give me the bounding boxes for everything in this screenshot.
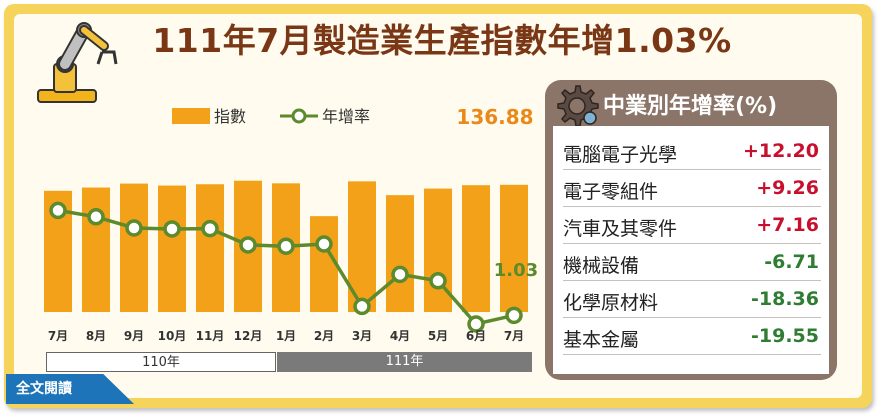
line-point-5 <box>239 236 257 254</box>
bar-2 <box>120 183 148 312</box>
bar-1 <box>82 187 110 312</box>
legend-line-marker <box>291 108 307 124</box>
line-point-2 <box>125 219 143 237</box>
table-row: 汽車及其零件 +7.16 <box>563 208 821 244</box>
x-tick-label: 8月 <box>86 329 106 343</box>
table-row: 基本金屬 -19.55 <box>563 319 821 355</box>
industry-growth-value: +7.16 <box>756 214 819 236</box>
line-point-9 <box>391 265 409 284</box>
industry-growth-value: -18.36 <box>751 288 819 310</box>
industry-table: 電腦電子光學 +12.20 電子零組件 +9.26 汽車及其零件 +7.16 機械設備 -6.… <box>553 126 829 374</box>
industry-name: 電子零組件 <box>563 181 659 203</box>
year-group-111: 111年 <box>277 352 532 372</box>
line-point-10 <box>429 272 447 290</box>
x-tick-label: 11月 <box>196 329 225 343</box>
bar-9 <box>386 195 414 312</box>
line-point-1 <box>87 208 105 226</box>
year-group-110: 110年 <box>46 352 276 372</box>
panel-title: 中業別年增率(%) <box>603 94 778 119</box>
bar-12 <box>500 184 528 312</box>
line-point-4 <box>201 219 219 238</box>
x-tick-label: 2月 <box>314 329 334 343</box>
line-point-11 <box>467 315 485 333</box>
x-tick-label: 1月 <box>276 329 296 343</box>
last-line-label: 1.03 <box>494 260 538 281</box>
industry-name: 機械設備 <box>563 255 640 277</box>
bar-4 <box>196 184 224 312</box>
gear-icon <box>557 85 599 127</box>
x-tick-label: 4月 <box>390 329 410 343</box>
x-tick-label: 6月 <box>466 329 486 343</box>
industry-growth-value: +12.20 <box>742 140 819 162</box>
legend-bar-swatch <box>172 108 210 124</box>
industry-name: 電腦電子光學 <box>563 144 678 166</box>
table-row: 電子零組件 +9.26 <box>563 171 821 207</box>
line-point-6 <box>277 237 295 255</box>
industry-growth-value: -6.71 <box>764 251 819 273</box>
line-point-12 <box>505 306 523 325</box>
line-point-0 <box>49 201 67 220</box>
industry-name: 汽車及其零件 <box>563 218 678 240</box>
line-point-7 <box>315 235 333 253</box>
x-tick-label: 3月 <box>352 329 372 343</box>
legend-line-label: 年增率 <box>322 107 370 126</box>
industry-growth-value: -19.55 <box>751 325 819 347</box>
x-tick-label: 5月 <box>428 329 448 343</box>
legend-bar-label: 指數 <box>214 107 246 126</box>
x-tick-label: 10月 <box>158 329 187 343</box>
bar-11 <box>462 185 490 312</box>
x-tick-label: 12月 <box>234 329 263 343</box>
industry-growth-value: +9.26 <box>756 177 819 199</box>
industry-name: 化學原材料 <box>563 292 659 314</box>
table-row: 機械設備 -6.71 <box>563 245 821 281</box>
line-point-8 <box>353 297 371 316</box>
bar-3 <box>158 185 186 312</box>
bar-7 <box>310 216 338 312</box>
x-tick-label: 7月 <box>504 329 524 343</box>
x-tick-label: 7月 <box>48 329 68 343</box>
last-bar-label: 136.88 <box>456 105 533 129</box>
table-row: 電腦電子光學 +12.20 <box>563 134 821 170</box>
x-tick-label: 9月 <box>124 329 144 343</box>
line-point-3 <box>163 220 181 238</box>
table-row: 化學原材料 -18.36 <box>563 282 821 318</box>
page-title: 111年7月製造業生產指數年增1.03% <box>152 21 732 60</box>
robot-arm-icon <box>37 22 118 103</box>
industry-name: 基本金屬 <box>563 329 640 351</box>
